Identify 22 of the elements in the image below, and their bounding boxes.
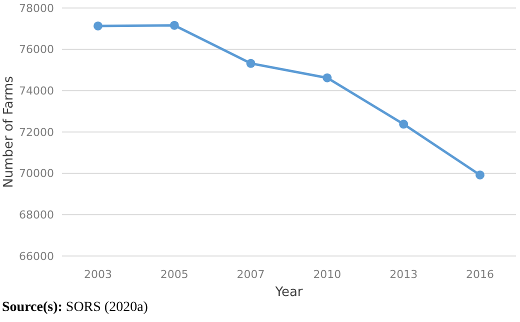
point	[476, 170, 484, 180]
y-tick-label: 78000	[19, 2, 54, 15]
y-tick-label: 72000	[19, 126, 54, 139]
x-tick-label: 2016	[466, 268, 494, 281]
point	[94, 21, 102, 30]
point	[322, 73, 332, 82]
x-tick-label: 2005	[160, 268, 188, 281]
x-tick-label: 2013	[390, 268, 418, 281]
x-tick-label: 2010	[313, 268, 342, 281]
source-note: Source(s): SORS (2020a)	[2, 300, 148, 316]
y-axis-title: Number of Farms	[2, 76, 17, 188]
point	[170, 20, 179, 30]
y-tick-label: 76000	[19, 43, 54, 56]
y-tick-label: 74000	[19, 84, 54, 98]
x-axis-title: Year	[274, 285, 304, 300]
point	[246, 58, 256, 68]
y-tick-label: 66000	[19, 250, 54, 263]
x-tick-label: 2003	[84, 268, 112, 281]
y-tick-label: 70000	[19, 167, 54, 180]
x-tick-label: 2007	[236, 268, 265, 281]
point	[399, 120, 408, 129]
y-tick-label: 68000	[19, 208, 54, 222]
